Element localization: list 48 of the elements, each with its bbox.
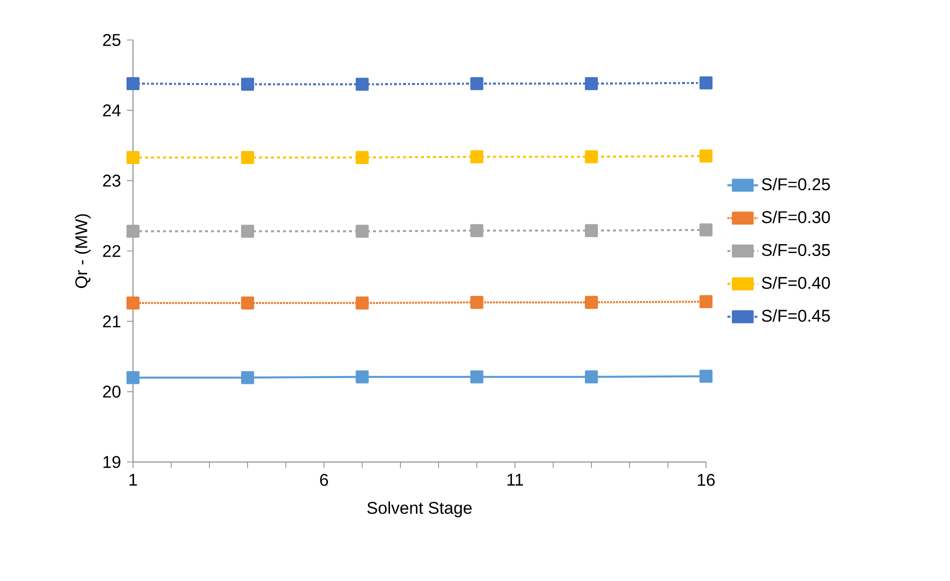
point [700,223,713,236]
point [470,370,484,384]
point [584,296,598,309]
point [126,371,140,384]
y-tick-label: 21 [103,315,120,328]
point [584,224,598,238]
point [356,150,369,164]
point [356,296,369,310]
point [126,150,140,164]
x-tick-label: 16 [698,474,715,486]
point [241,224,254,238]
point [241,78,254,91]
y-tick-label: 25 [103,34,120,46]
y-tick-label: 24 [103,104,121,116]
y-tick-label: 19 [104,456,120,468]
point [126,296,140,310]
x-tick-label: 1 [130,474,137,486]
x-axis-title: Solvent Stage [367,501,472,518]
legend-label: S/F=0.45 [762,309,830,322]
point [700,76,713,90]
legend-label: S/F=0.35 [762,244,830,256]
point [700,150,713,163]
point [700,295,713,308]
point [470,150,484,164]
point [470,224,484,238]
point [241,296,254,310]
legend-label: S/F=0.40 [762,276,830,289]
point [126,77,140,90]
point [470,296,484,309]
y-tick-label: 20 [103,386,120,398]
point [470,77,484,90]
point [241,150,254,164]
legend-label: S/F=0.30 [762,210,830,224]
point [584,370,598,384]
point [584,77,598,90]
y-tick-label: 22 [103,245,120,257]
legend-label: S/F=0.25 [762,178,830,190]
x-tick-label: 6 [320,474,328,486]
y-tick-label: 23 [103,174,120,187]
point [126,224,140,238]
x-tick-label: 11 [507,474,523,486]
point [356,370,369,384]
point [356,224,369,238]
y-axis-title: Qr - (MW) [74,214,91,288]
point [700,370,713,383]
point [241,371,254,384]
point [356,78,369,91]
point [584,150,598,164]
